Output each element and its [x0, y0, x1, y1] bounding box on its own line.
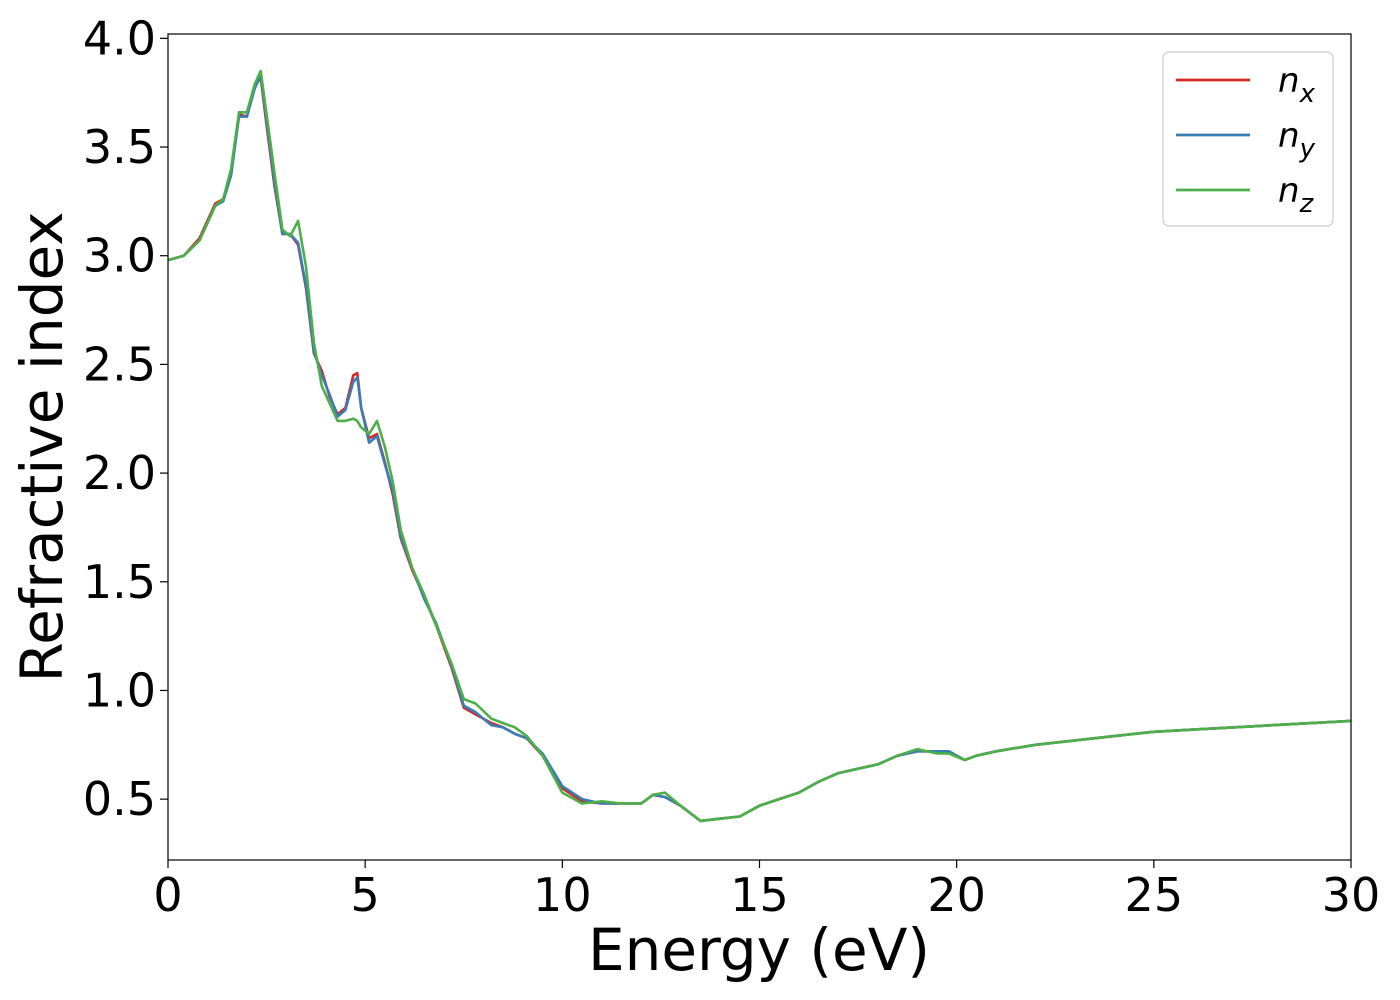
x-tick-label: 15: [730, 868, 789, 922]
legend-label-subscript: y: [1299, 134, 1316, 164]
x-tick-label: 5: [351, 868, 380, 922]
y-tick-label: 1.0: [83, 663, 156, 717]
x-tick-label: 25: [1125, 868, 1184, 922]
x-axis-title: Energy (eV): [588, 916, 930, 984]
x-tick-label: 20: [927, 868, 986, 922]
x-tick-label: 30: [1322, 868, 1381, 922]
y-tick-label: 2.0: [83, 446, 156, 500]
legend-box: [1162, 51, 1334, 227]
y-tick-label: 1.5: [83, 555, 156, 609]
series-layer: [167, 69, 1352, 823]
y-tick-label: 3.0: [83, 229, 156, 283]
legend-label-subscript: z: [1299, 189, 1315, 219]
legend-label-subscript: x: [1299, 79, 1316, 109]
y-axis-ticks: 0.5 1.0 1.5 2.0 2.5 3.0 3.5 4.0: [83, 11, 168, 826]
x-tick-label: 10: [533, 868, 592, 922]
y-tick-label: 2.5: [83, 337, 156, 391]
x-tick-label: 0: [153, 868, 182, 922]
y-axis-title: Refractive index: [8, 211, 76, 682]
y-tick-label: 4.0: [83, 11, 156, 65]
x-axis-ticks: 0 5 10 15 20 25 30: [153, 860, 1380, 922]
y-tick-label: 3.5: [83, 120, 156, 174]
y-tick-label: 0.5: [83, 772, 156, 826]
series-line-nz: [167, 69, 1352, 823]
